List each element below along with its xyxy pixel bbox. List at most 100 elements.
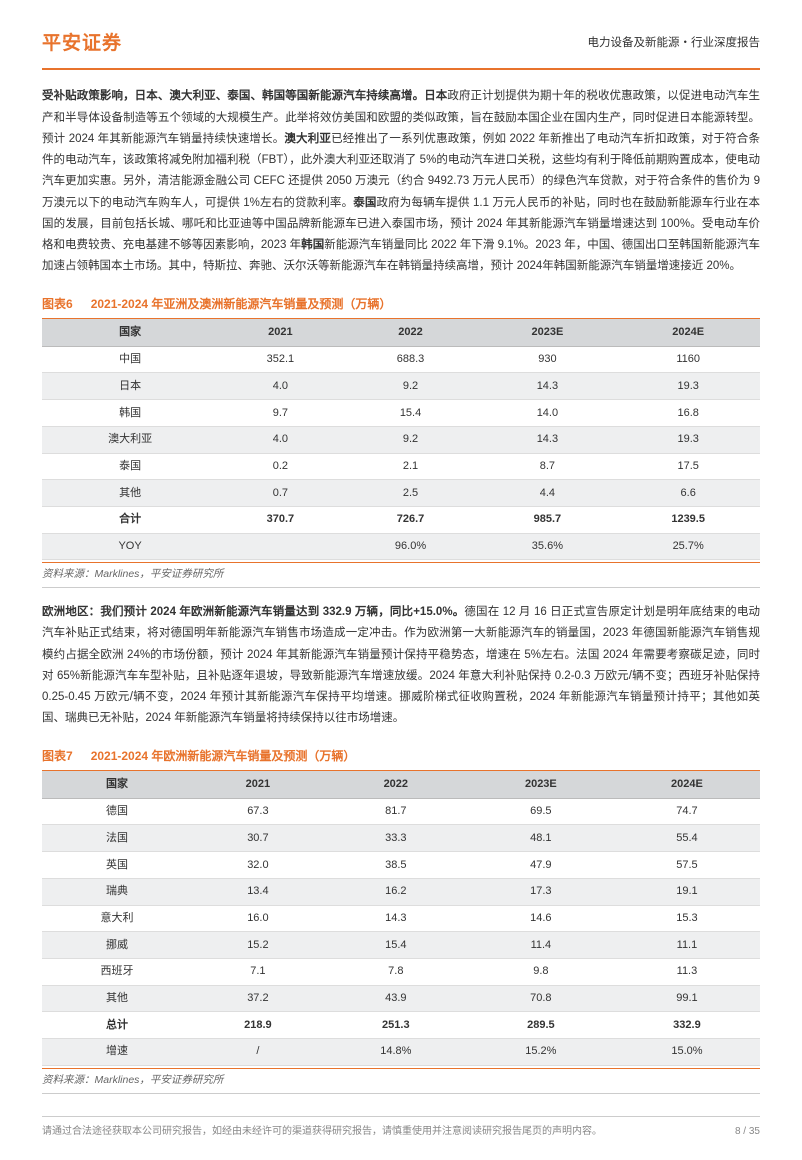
- table-row: 德国67.381.769.574.7: [42, 798, 760, 825]
- table-cell: 218.9: [192, 1012, 324, 1039]
- table-cell: 33.3: [324, 825, 468, 852]
- table-row-total: 总计218.9251.3289.5332.9: [42, 1012, 760, 1039]
- table-cell: 13.4: [192, 878, 324, 905]
- paragraph-asia: 受补贴政策影响，日本、澳大利亚、泰国、韩国等国新能源汽车持续高增。日本政府正计划…: [42, 86, 760, 277]
- table-cell: 0.2: [218, 453, 342, 480]
- table-cell: 意大利: [42, 905, 192, 932]
- table-header-cell: 2021: [218, 319, 342, 346]
- table-row: 瑞典13.416.217.319.1: [42, 878, 760, 905]
- table-row: 西班牙7.17.89.811.3: [42, 958, 760, 985]
- table-cell: 11.4: [468, 932, 614, 959]
- table-cell: 7.8: [324, 958, 468, 985]
- table-cell: 1160: [616, 346, 760, 373]
- table-cell: 15.4: [324, 932, 468, 959]
- table-row-yoy: 增速/14.8%15.2%15.0%: [42, 1038, 760, 1065]
- table-cell: 55.4: [614, 825, 760, 852]
- table-header-cell: 2021: [192, 771, 324, 798]
- table-row: 泰国0.22.18.717.5: [42, 453, 760, 480]
- table-cell: 韩国: [42, 400, 218, 427]
- paragraph-europe: 欧洲地区：我们预计 2024 年欧洲新能源汽车销量达到 332.9 万辆，同比+…: [42, 602, 760, 730]
- table-cell: 16.2: [324, 878, 468, 905]
- para2-text: 德国在 12 月 16 日正式宣告原定计划是明年底结束的电动汽车补贴正式结束，将…: [42, 606, 760, 724]
- figure7-caption: 2021-2024 年欧洲新能源汽车销量及预测（万辆）: [91, 749, 356, 763]
- table-row: 英国32.038.547.957.5: [42, 852, 760, 879]
- table-cell: 14.3: [324, 905, 468, 932]
- para1-thai-bold: 泰国: [353, 197, 376, 209]
- figure7-label: 图表7: [42, 749, 73, 763]
- para1-lead: 受补贴政策影响，日本、澳大利亚、泰国、韩国等国新能源汽车持续高增。日本: [42, 90, 447, 102]
- table-cell: 37.2: [192, 985, 324, 1012]
- table-cell: 其他: [42, 985, 192, 1012]
- table-cell: 14.8%: [324, 1038, 468, 1065]
- table-cell: 德国: [42, 798, 192, 825]
- table-cell: 11.1: [614, 932, 760, 959]
- table-row-yoy: YOY96.0%35.6%25.7%: [42, 533, 760, 560]
- table-row: 韩国9.715.414.016.8: [42, 400, 760, 427]
- table-cell: 4.4: [478, 480, 616, 507]
- logo: 平安证券: [42, 28, 122, 60]
- table-header-cell: 2022: [343, 319, 479, 346]
- table-cell: 985.7: [478, 506, 616, 533]
- table-cell: 2.5: [343, 480, 479, 507]
- table-cell: 14.6: [468, 905, 614, 932]
- table-cell: 2.1: [343, 453, 479, 480]
- table-cell: 4.0: [218, 373, 342, 400]
- table-header-cell: 2024E: [616, 319, 760, 346]
- table-cell: 中国: [42, 346, 218, 373]
- table-cell: 14.3: [478, 373, 616, 400]
- table-header-cell: 2024E: [614, 771, 760, 798]
- table-cell: 43.9: [324, 985, 468, 1012]
- table-cell: 57.5: [614, 852, 760, 879]
- para1-aus-bold: 澳大利亚: [284, 133, 331, 145]
- para1-kor-bold: 韩国: [301, 239, 324, 251]
- table-row-total: 合计370.7726.7985.71239.5: [42, 506, 760, 533]
- table-header-cell: 2023E: [478, 319, 616, 346]
- table-cell: 15.3: [614, 905, 760, 932]
- table-cell: 289.5: [468, 1012, 614, 1039]
- table-cell: 西班牙: [42, 958, 192, 985]
- table-cell: 32.0: [192, 852, 324, 879]
- table-cell: 4.0: [218, 426, 342, 453]
- table-cell: 726.7: [343, 506, 479, 533]
- table-row: 意大利16.014.314.615.3: [42, 905, 760, 932]
- table-cell: 48.1: [468, 825, 614, 852]
- table-cell: 9.7: [218, 400, 342, 427]
- table-cell: YOY: [42, 533, 218, 560]
- table-cell: 15.2: [192, 932, 324, 959]
- table-cell: 合计: [42, 506, 218, 533]
- table-cell: 14.3: [478, 426, 616, 453]
- table-cell: 15.4: [343, 400, 479, 427]
- table-cell: 1239.5: [616, 506, 760, 533]
- table-cell: 16.8: [616, 400, 760, 427]
- table-europe-sales: 国家202120222023E2024E 德国67.381.769.574.7法…: [42, 771, 760, 1066]
- para2-lead: 欧洲地区：我们预计 2024 年欧洲新能源汽车销量达到 332.9 万辆，同比+…: [42, 606, 464, 618]
- table-cell: 352.1: [218, 346, 342, 373]
- figure7-title: 图表7 2021-2024 年欧洲新能源汽车销量及预测（万辆）: [42, 746, 760, 771]
- page-number: 8 / 35: [735, 1123, 760, 1140]
- page-header: 平安证券 电力设备及新能源・行业深度报告: [42, 28, 760, 70]
- table-cell: 日本: [42, 373, 218, 400]
- table-cell: /: [192, 1038, 324, 1065]
- figure6-title: 图表62021-2024 年亚洲及澳洲新能源汽车销量及预测（万辆）: [42, 294, 760, 319]
- table-cell: 16.0: [192, 905, 324, 932]
- table-cell: 96.0%: [343, 533, 479, 560]
- table-cell: 19.3: [616, 373, 760, 400]
- table-cell: 总计: [42, 1012, 192, 1039]
- footer-disclaimer: 请通过合法途径获取本公司研究报告，如经由未经许可的渠道获得研究报告，请慎重使用并…: [42, 1123, 602, 1140]
- figure7-source: 资料来源：Marklines，平安证券研究所: [42, 1068, 760, 1094]
- table-cell: 370.7: [218, 506, 342, 533]
- table-cell: 332.9: [614, 1012, 760, 1039]
- table-cell: 74.7: [614, 798, 760, 825]
- table-header-cell: 2022: [324, 771, 468, 798]
- table-cell: 澳大利亚: [42, 426, 218, 453]
- table-cell: 14.0: [478, 400, 616, 427]
- table-cell: 15.0%: [614, 1038, 760, 1065]
- figure6-label: 图表6: [42, 297, 73, 311]
- table-cell: 688.3: [343, 346, 479, 373]
- table-cell: 6.6: [616, 480, 760, 507]
- table-cell: 法国: [42, 825, 192, 852]
- table-cell: 251.3: [324, 1012, 468, 1039]
- table-cell: 7.1: [192, 958, 324, 985]
- table-cell: 9.2: [343, 373, 479, 400]
- table-cell: 19.1: [614, 878, 760, 905]
